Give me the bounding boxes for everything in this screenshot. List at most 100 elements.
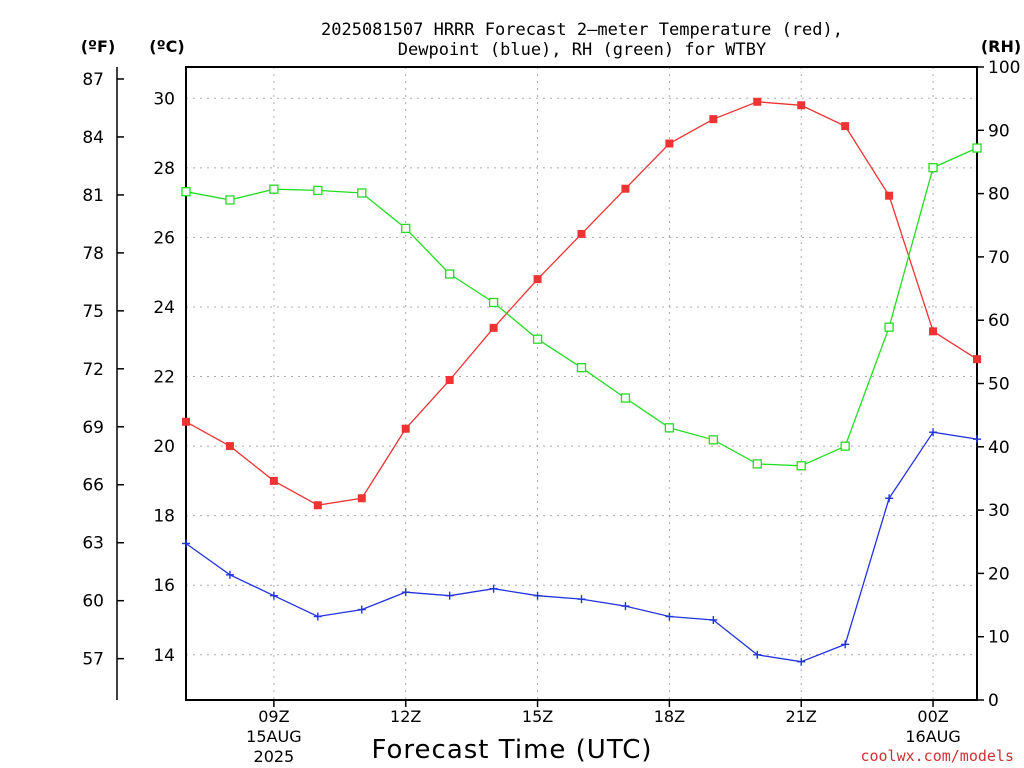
data-point: [313, 185, 323, 196]
data-point: [973, 435, 981, 444]
data-point: [884, 322, 894, 332]
x-tick-date: 16AUG: [905, 727, 960, 746]
data-point: [401, 424, 410, 433]
data-point: [181, 187, 191, 197]
data-point: [269, 476, 278, 485]
data-point: [709, 115, 718, 124]
celsius-tick-label: 26: [153, 228, 175, 248]
fahrenheit-unit-label: (ºF): [81, 37, 116, 56]
celsius-tick-label: 20: [153, 437, 175, 457]
data-point: [269, 591, 278, 600]
grid-lines: [186, 67, 977, 700]
rh-tick-label: 90: [988, 121, 1010, 141]
data-point: [577, 595, 586, 604]
data-point: [620, 393, 631, 403]
celsius-tick-label: 14: [153, 646, 175, 666]
celsius-unit-label: (ºC): [149, 37, 184, 56]
rh-tick-label: 80: [988, 185, 1010, 205]
data-point: [401, 223, 411, 234]
data-point: [533, 275, 542, 284]
series-temperature: [182, 97, 981, 510]
rh-tick-label: 0: [988, 691, 999, 711]
data-point: [929, 327, 938, 336]
data-point: [752, 459, 762, 469]
data-point: [357, 188, 367, 198]
data-point: [225, 442, 234, 451]
celsius-tick-label: 28: [153, 159, 175, 179]
data-point: [665, 612, 674, 621]
fahrenheit-tick-label: 75: [82, 302, 104, 322]
data-point: [621, 602, 630, 611]
data-point: [664, 423, 675, 433]
data-point: [533, 591, 542, 600]
data-point: [225, 570, 234, 579]
series-relative-humidity: [181, 143, 982, 471]
data-point: [840, 441, 850, 451]
chart-title-line1: 2025081507 HRRR Forecast 2—meter Tempera…: [321, 20, 843, 40]
data-point: [796, 461, 806, 471]
x-tick-year: 2025: [254, 747, 295, 766]
data-point: [577, 229, 586, 238]
data-point: [841, 640, 850, 649]
x-tick-date: 15AUG: [246, 727, 301, 746]
celsius-tick-label: 24: [153, 298, 175, 318]
data-point: [225, 195, 235, 205]
fahrenheit-tick-label: 63: [82, 534, 104, 554]
rh-tick-label: 50: [988, 375, 1010, 395]
x-tick-label: 00Z: [917, 707, 948, 726]
series-line: [185, 431, 978, 663]
data-point: [929, 428, 938, 437]
x-tick-label: 18Z: [654, 707, 685, 726]
data-point: [357, 494, 366, 503]
data-point: [313, 501, 322, 510]
data-point: [445, 591, 454, 600]
credit-label: coolwx.com/models: [860, 747, 1014, 765]
rh-tick-label: 70: [988, 248, 1010, 268]
data-point: [313, 612, 322, 621]
x-tick-label: 12Z: [390, 707, 421, 726]
x-tick-label: 21Z: [786, 707, 817, 726]
data-point: [621, 184, 630, 193]
data-point: [182, 539, 190, 548]
data-point: [753, 650, 762, 659]
data-point: [532, 334, 543, 344]
series-line: [185, 101, 978, 506]
data-point: [797, 101, 806, 110]
data-point: [972, 143, 982, 153]
data-point: [445, 376, 454, 385]
data-series: [181, 97, 982, 666]
data-point: [401, 588, 410, 597]
data-point: [489, 323, 498, 332]
fahrenheit-tick-label: 87: [82, 70, 104, 90]
data-point: [885, 191, 894, 200]
x-tick-label: 15Z: [522, 707, 553, 726]
data-point: [928, 162, 938, 173]
data-point: [445, 269, 455, 279]
fahrenheit-tick-label: 66: [82, 476, 104, 496]
data-point: [708, 435, 718, 445]
rh-unit-label: (RH): [981, 37, 1021, 56]
rh-tick-label: 20: [988, 564, 1010, 584]
rh-tick-label: 60: [988, 311, 1010, 331]
fahrenheit-tick-label: 69: [82, 418, 104, 438]
data-point: [753, 97, 762, 106]
celsius-tick-label: 30: [153, 89, 175, 109]
rh-tick-label: 40: [988, 438, 1010, 458]
celsius-tick-label: 22: [153, 368, 175, 388]
x-axis-title: Forecast Time (UTC): [371, 735, 652, 765]
data-point: [797, 657, 806, 666]
x-tick-label: 09Z: [258, 707, 289, 726]
plot-frame: [185, 66, 978, 701]
rh-tick-label: 100: [988, 58, 1020, 78]
fahrenheit-tick-label: 72: [82, 360, 104, 380]
data-point: [665, 139, 674, 148]
data-point: [269, 184, 279, 194]
series-dewpoint: [182, 428, 981, 666]
data-point: [885, 494, 894, 503]
fahrenheit-tick-label: 78: [82, 244, 104, 264]
fahrenheit-tick-label: 84: [82, 128, 104, 148]
fahrenheit-tick-label: 81: [82, 186, 104, 206]
rh-tick-label: 30: [988, 501, 1010, 521]
